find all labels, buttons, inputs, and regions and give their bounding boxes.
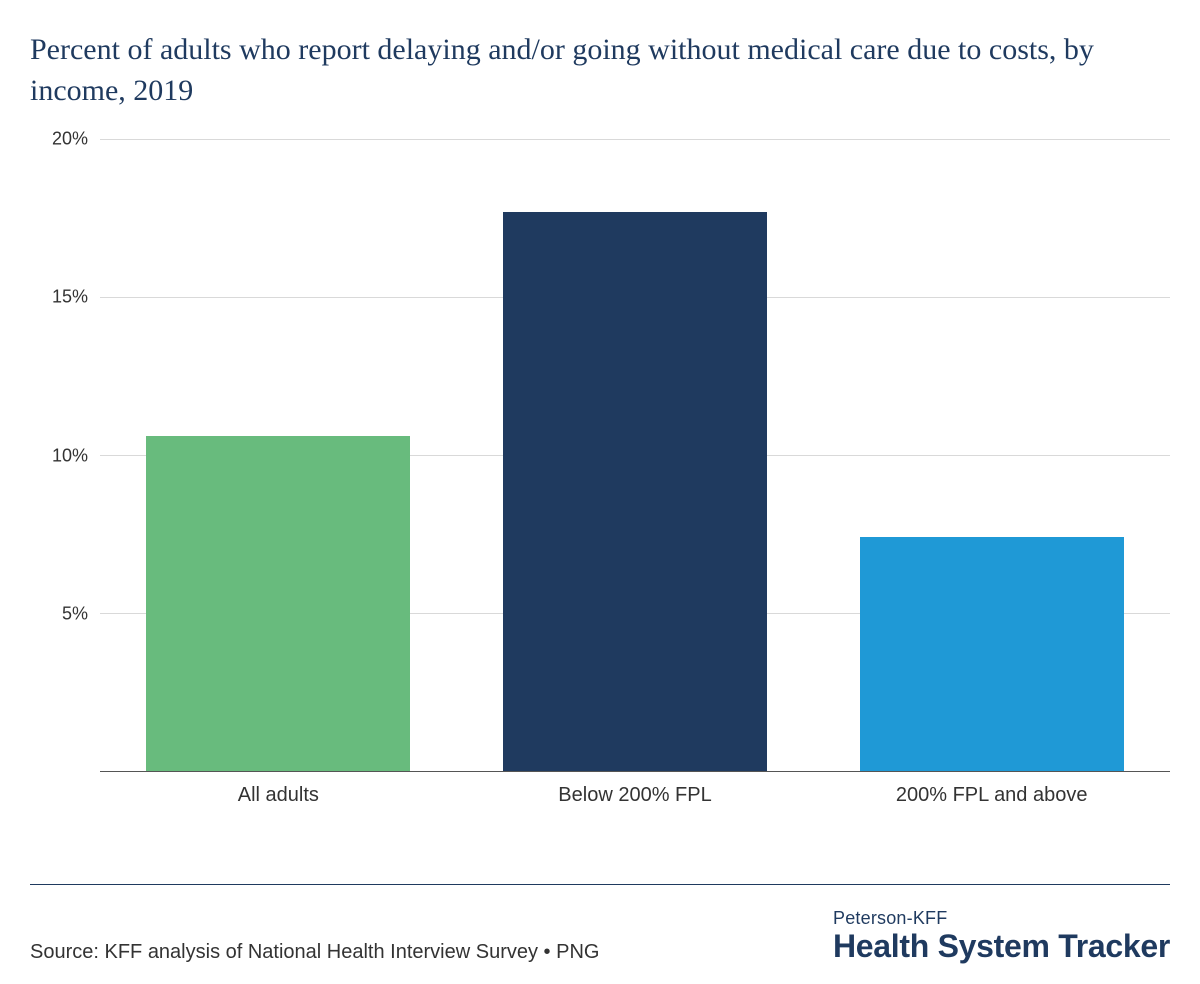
chart-area: 20% 15% 10% 5% All adult: [40, 139, 1170, 809]
bar-slot: [813, 139, 1170, 771]
logo-line-1: Peterson-KFF: [833, 909, 1170, 929]
y-tick-label: 5%: [62, 603, 88, 624]
x-axis: All adults Below 200% FPL 200% FPL and a…: [100, 784, 1170, 807]
chart-footer: Source: KFF analysis of National Health …: [30, 884, 1170, 964]
y-axis: 20% 15% 10% 5%: [40, 139, 100, 772]
y-tick-label: 15%: [52, 287, 88, 308]
y-tick-label: 20%: [52, 129, 88, 150]
bar-200-fpl-above: [860, 537, 1124, 771]
bars-group: [100, 139, 1170, 771]
brand-logo: Peterson-KFF Health System Tracker: [833, 909, 1170, 964]
x-tick-label: Below 200% FPL: [457, 784, 814, 807]
bar-all-adults: [146, 436, 410, 771]
chart-container: Percent of adults who report delaying an…: [0, 0, 1200, 984]
x-tick-label: All adults: [100, 784, 457, 807]
source-text: Source: KFF analysis of National Health …: [30, 941, 599, 964]
footer-row: Source: KFF analysis of National Health …: [30, 885, 1170, 964]
x-tick-label: 200% FPL and above: [813, 784, 1170, 807]
chart-title: Percent of adults who report delaying an…: [30, 30, 1170, 111]
bar-below-200-fpl: [503, 212, 767, 771]
plot-area: [100, 139, 1170, 772]
logo-line-2: Health System Tracker: [833, 929, 1170, 964]
y-tick-label: 10%: [52, 445, 88, 466]
bar-slot: [100, 139, 457, 771]
bar-slot: [457, 139, 814, 771]
